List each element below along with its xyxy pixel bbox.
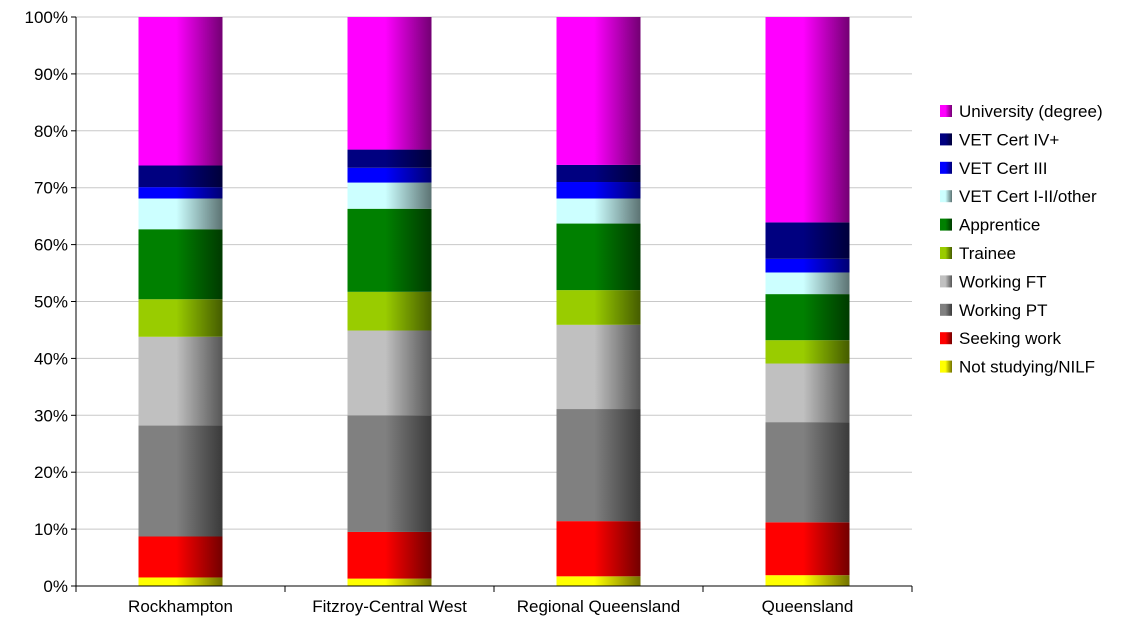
y-tick-label: 60%: [34, 236, 68, 255]
bar-segment: [138, 165, 223, 188]
bar-segment: [765, 575, 850, 586]
legend-label: VET Cert IV+: [959, 130, 1059, 149]
bar-segment: [556, 223, 641, 291]
bar-stacks: [138, 17, 850, 586]
legend: University (degree) VET Cert IV+ VET Cert …: [940, 102, 1103, 377]
bar-segment: [556, 324, 641, 410]
axes: [71, 16, 913, 592]
bar-segment: [347, 208, 432, 292]
bar-segment: [347, 167, 432, 183]
legend-swatch: [940, 275, 952, 288]
bar-segment: [138, 229, 223, 300]
bar-segment: [765, 363, 850, 423]
y-tick-label: 20%: [34, 463, 68, 482]
legend-label: Seeking work: [959, 329, 1062, 348]
legend-swatch: [940, 247, 952, 259]
bar-segment: [765, 422, 850, 523]
bar-segment: [347, 330, 432, 416]
bar-segment: [556, 521, 641, 577]
legend-label: Trainee: [959, 244, 1016, 263]
bar-segment: [765, 294, 850, 341]
bar-segment: [347, 182, 432, 209]
legend-label: Not studying/NILF: [959, 358, 1095, 377]
bar-segment: [556, 409, 641, 522]
legend-swatch: [940, 105, 952, 117]
bar-segment: [138, 536, 223, 578]
x-category-label: Rockhampton: [128, 597, 233, 616]
bar-segment: [138, 198, 223, 230]
bar-segment: [347, 291, 432, 331]
bar-segment: [765, 272, 850, 295]
bar-segment: [347, 578, 432, 586]
y-tick-labels: 0% 10% 20% 30% 40% 50% 60% 70% 80% 90% 100%: [25, 8, 68, 596]
legend-label: Apprentice: [959, 216, 1040, 235]
y-tick-label: 70%: [34, 179, 68, 198]
y-tick-label: 90%: [34, 65, 68, 84]
bar-segment: [765, 258, 850, 273]
x-category-labels: Rockhampton Fitzroy-Central West Regional …: [128, 597, 853, 616]
bar-segment: [138, 299, 223, 337]
legend-swatch: [940, 332, 952, 345]
legend-swatch: [940, 133, 952, 146]
bar-segment: [347, 17, 432, 150]
legend-swatch: [940, 360, 952, 373]
bar-segment: [347, 415, 432, 532]
legend-swatch: [940, 161, 952, 174]
bar-segment: [765, 340, 850, 364]
legend-swatch: [940, 190, 952, 203]
legend-swatch: [940, 218, 952, 231]
y-tick-label: 0%: [43, 577, 68, 596]
x-category-label: Fitzroy-Central West: [312, 597, 467, 616]
bar-segment: [347, 149, 432, 168]
bar-segment: [765, 17, 850, 223]
legend-label: University (degree): [959, 102, 1103, 121]
legend-label: Working FT: [959, 272, 1047, 291]
legend-label: VET Cert I-II/other: [959, 187, 1097, 206]
bar-segment: [138, 336, 223, 426]
legend-label: VET Cert III: [959, 159, 1048, 178]
bar-segment: [556, 576, 641, 586]
y-tick-label: 30%: [34, 406, 68, 425]
bar-segment: [556, 290, 641, 325]
bar-segment: [138, 425, 223, 537]
y-tick-label: 10%: [34, 520, 68, 539]
bar-segment: [765, 222, 850, 259]
bar-segment: [556, 164, 641, 183]
x-category-label: Regional Queensland: [517, 597, 681, 616]
y-tick-label: 50%: [34, 293, 68, 312]
bar-segment: [765, 522, 850, 576]
bar-segment: [556, 17, 641, 165]
bar-segment: [556, 198, 641, 224]
bar-segment: [138, 17, 223, 166]
bar-segment: [347, 531, 432, 579]
x-category-label: Queensland: [762, 597, 854, 616]
bar-segment: [138, 187, 223, 199]
bar-segment: [556, 182, 641, 199]
bar-segment: [138, 577, 223, 586]
legend-label: Working PT: [959, 301, 1048, 320]
y-tick-label: 100%: [25, 8, 68, 27]
y-tick-label: 80%: [34, 122, 68, 141]
legend-swatch: [940, 303, 952, 316]
y-tick-label: 40%: [34, 349, 68, 368]
